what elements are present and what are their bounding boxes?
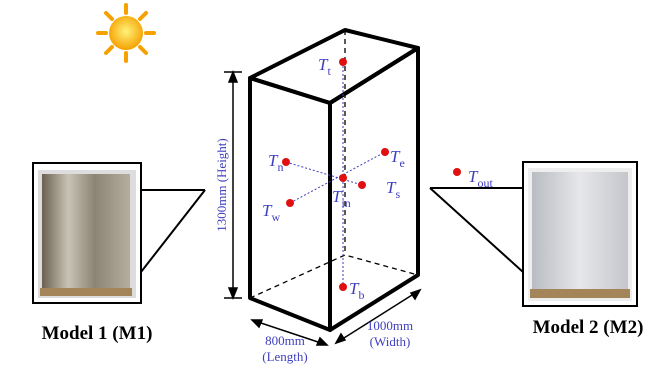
sensor-subscript: b xyxy=(358,288,364,302)
sensor-subscript: t xyxy=(327,64,331,78)
sensor-label: Tin xyxy=(332,187,351,210)
height-label: 1300mm (Height) xyxy=(214,138,229,232)
model-2-label: Model 2 (M2) xyxy=(533,317,644,338)
sensor-label: Te xyxy=(390,147,405,170)
sensor-label: Ts xyxy=(386,178,400,201)
diagram: Tt Tn Te Tin Ts Tw Tb Tout 1300mm (Height) 800m… xyxy=(0,0,668,371)
sensor-dot xyxy=(381,148,389,156)
sensor-subscript: e xyxy=(399,156,404,170)
sensor-subscript: s xyxy=(395,187,400,201)
width-value: 1000mm xyxy=(367,318,413,333)
sensor-dot xyxy=(339,58,347,66)
sensor-label: Tt xyxy=(318,55,331,78)
sensor-subscript: out xyxy=(477,176,493,190)
sensor-subscript: in xyxy=(341,196,350,210)
sensor-label: Tout xyxy=(468,167,493,190)
width-name: (Width) xyxy=(370,334,411,349)
model-1-label: Model 1 (M1) xyxy=(42,323,153,344)
sensor-subscript: n xyxy=(277,160,283,174)
sensor-subscript: w xyxy=(271,210,280,224)
length-value: 800mm xyxy=(265,333,305,348)
model-1-photo xyxy=(33,163,205,303)
length-name: (Length) xyxy=(262,349,307,364)
sensor-label: Tb xyxy=(349,279,364,302)
sensor-dot xyxy=(339,174,347,182)
sensor-dot xyxy=(453,168,461,176)
sensor-dot xyxy=(339,283,347,291)
sensor-dot xyxy=(358,181,366,189)
sensor-label: Tn xyxy=(268,151,283,174)
dimension-arrows xyxy=(224,72,420,345)
sensor-dot xyxy=(286,199,294,207)
model-2-photo xyxy=(430,162,637,306)
sun-icon xyxy=(98,5,154,61)
sensor-label: Tw xyxy=(262,201,280,224)
